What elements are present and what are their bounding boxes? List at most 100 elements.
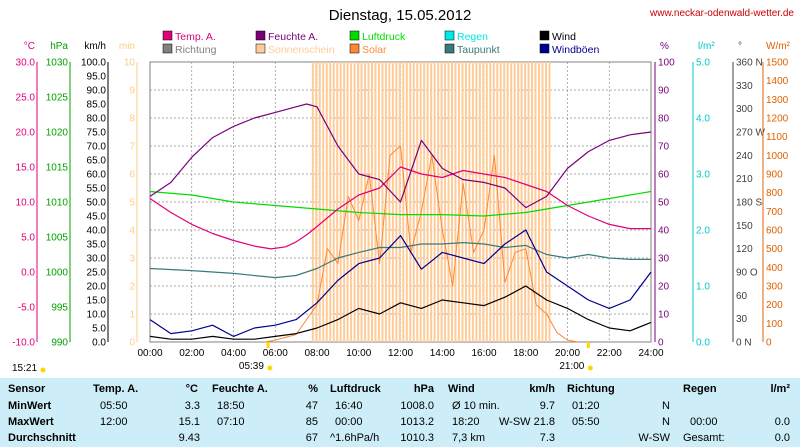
wind-time: 7,3 km: [452, 432, 486, 444]
temp-value: 15.1: [178, 416, 200, 428]
legend-swatch-solar: [349, 43, 360, 54]
right-axis-tick: 1000: [766, 151, 789, 162]
header-rain: Regen: [683, 383, 717, 395]
sunshine-bar: [325, 62, 328, 342]
right-axis-tick: 210: [736, 174, 753, 185]
x-axis: 00:00 02:00 04:00 06:00 08:00 10:00 12:00 14:00…: [137, 348, 663, 359]
left-axis-tick: 9: [129, 86, 135, 97]
sunshine-bar: [482, 62, 485, 342]
sunshine-bar: [457, 62, 460, 342]
left-axis-tick: 45.0: [87, 212, 107, 223]
sunshine-bar: [527, 62, 530, 342]
right-axis-unit: %: [660, 41, 669, 52]
left-axis-tick: 30.0: [87, 254, 107, 265]
sunshine-bar: [541, 62, 544, 342]
left-axis-unit: °C: [24, 41, 35, 52]
right-axis-tick: 3.0: [696, 170, 710, 181]
temp-value: 9.43: [178, 432, 200, 444]
x-axis-tick: 20:00: [555, 348, 580, 359]
legend-swatch-temp-a: [162, 30, 173, 41]
right-axis-tick: 270 W: [736, 128, 765, 139]
row-label: MaxWert: [8, 416, 54, 428]
x-axis-tick: 22:00: [597, 348, 622, 359]
right-axis-tick: 400: [766, 263, 783, 274]
sunshine-bar: [381, 62, 384, 342]
left-axis-tick: 1000: [46, 268, 69, 279]
sunset-label: 21:00: [559, 361, 584, 372]
temp-time: 05:50: [100, 400, 128, 412]
left-axis-tick: 25.0: [87, 268, 107, 279]
sunshine-bar: [430, 62, 433, 342]
legend-swatch-regen: [444, 30, 455, 41]
right-axis-tick: 500: [766, 244, 783, 255]
left-axis-tick: 25.0: [16, 93, 36, 104]
left-axis-unit: km/h: [84, 41, 106, 52]
right-axis-tick: 0.0: [696, 338, 710, 349]
right-axis-tick: 300: [766, 282, 783, 293]
sunshine-bar: [374, 62, 377, 342]
x-axis-tick: 12:00: [388, 348, 413, 359]
left-axis-tick: 95.0: [87, 72, 107, 83]
right-axis-tick: 5.0: [696, 58, 710, 69]
sunrise-label: 05:39: [239, 361, 264, 372]
left-axis-tick: 1015: [46, 163, 69, 174]
sunshine-bar: [489, 62, 492, 342]
sunshine-bar: [419, 62, 422, 342]
sunshine-bar: [336, 62, 339, 342]
right-axis-tick: 800: [766, 188, 783, 199]
sunshine-bar: [405, 62, 408, 342]
sunshine-bar: [315, 62, 318, 342]
hum-value: 67: [305, 432, 318, 444]
right-axis-tick: 100: [766, 319, 783, 330]
right-axis-tick: 180 S: [736, 198, 762, 209]
legend: Temp. A. Feuchte A. Luftdruck Regen Wind Rich…: [162, 30, 599, 56]
left-axis-tick: 55.0: [87, 184, 107, 195]
press-value: 1008.0: [400, 400, 434, 412]
sunshine-bar: [391, 62, 394, 342]
right-axis-tick: 90 O: [736, 268, 758, 279]
right-axis-tick: 60: [736, 291, 748, 302]
left-axis-tick: 5: [129, 198, 135, 209]
legend-label-solar: Solar: [362, 44, 387, 56]
sunshine-bar: [468, 62, 471, 342]
sunshine-bar: [499, 62, 502, 342]
legend-label-sonnenschein: Sonnenschein: [268, 44, 335, 56]
right-axis-tick: 30: [658, 254, 670, 265]
sunshine-bar: [475, 62, 478, 342]
press-time: 00:00: [335, 416, 363, 428]
left-axis-tick: 1010: [46, 198, 69, 209]
left-axis-tick: 1025: [46, 93, 69, 104]
left-axis-tick: 10: [124, 58, 136, 69]
press-value: 1013.2: [400, 416, 434, 428]
right-axis-tick: 300: [736, 104, 753, 115]
left-axis-tick: 1020: [46, 128, 69, 139]
sunshine-bar: [433, 62, 436, 342]
wind-value: W-SW 21.8: [498, 416, 555, 428]
hum-time: 07:10: [217, 416, 245, 428]
sunshine-bar: [485, 62, 488, 342]
left-axis-unit: hPa: [50, 41, 68, 52]
right-axis-tick: 1.0: [696, 282, 710, 293]
header-hum: Feuchte A.: [212, 383, 268, 395]
sunshine-bar: [544, 62, 547, 342]
x-axis-tick: 16:00: [471, 348, 496, 359]
right-axis-tick: 80: [658, 114, 670, 125]
left-axis-tick: 60.0: [87, 170, 107, 181]
right-axis-tick: 40: [658, 226, 670, 237]
right-axis-tick: 4.0: [696, 114, 710, 125]
hum-value: 85: [305, 416, 318, 428]
legend-swatch-luftdruck: [349, 30, 360, 41]
header-wind: Wind: [448, 383, 475, 395]
wind-value: 9.7: [539, 400, 555, 412]
sunshine-bar: [510, 62, 513, 342]
right-axis-tick: 0 N: [736, 338, 752, 349]
left-axis-tick: 70.0: [87, 142, 107, 153]
sunshine-bar: [426, 62, 429, 342]
sunshine-bar: [311, 62, 314, 342]
left-axis-tick: 100.0: [81, 58, 106, 69]
right-axis-tick: 70: [658, 142, 670, 153]
x-axis-tick: 10:00: [346, 348, 371, 359]
sunshine-bar: [496, 62, 499, 342]
axes: °C30.025.020.015.010.05.00.0-5.0-10.0hPa…: [12, 41, 790, 349]
sunshine-bar: [444, 62, 447, 342]
